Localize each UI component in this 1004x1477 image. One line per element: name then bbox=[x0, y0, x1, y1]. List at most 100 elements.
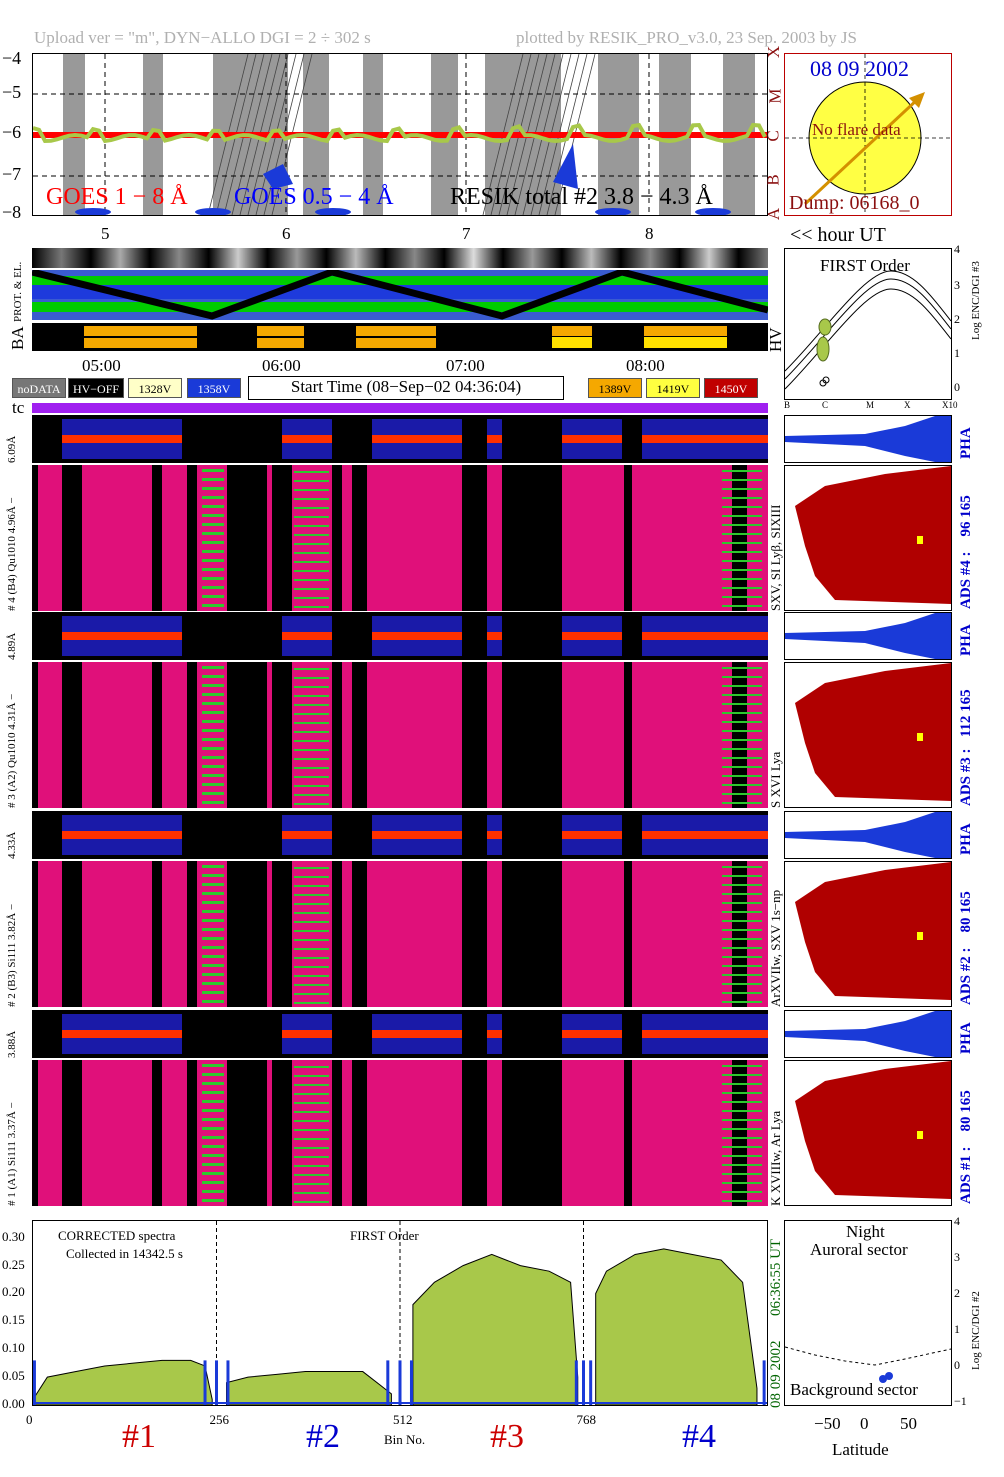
spectro-stripe bbox=[294, 597, 329, 599]
spectro-stripe bbox=[294, 776, 329, 778]
night-ylabel: Log ENC/DGI #2 bbox=[970, 1291, 982, 1370]
ads-profile bbox=[784, 465, 952, 611]
fo-xtick: M bbox=[866, 400, 875, 410]
spectro-stripe bbox=[722, 1074, 762, 1076]
time-tick: 07:00 bbox=[446, 356, 485, 375]
spectro-stripe bbox=[294, 912, 329, 914]
pha-line bbox=[62, 1030, 182, 1038]
ads-profile bbox=[784, 662, 952, 808]
goes-svg bbox=[33, 54, 767, 215]
spectro-stripe bbox=[722, 947, 762, 949]
prot-svg bbox=[32, 270, 768, 320]
goes-short-point bbox=[595, 208, 631, 215]
ads-profile-shape bbox=[795, 862, 951, 1000]
spectro-stripe bbox=[202, 910, 224, 913]
spectro-stripe bbox=[202, 1190, 224, 1193]
spectro-stripe bbox=[294, 579, 329, 581]
spectro-stripe bbox=[722, 1119, 762, 1121]
spectro-stripe bbox=[294, 516, 329, 518]
pha-line bbox=[487, 632, 502, 640]
goes-class-letter: B bbox=[763, 174, 783, 186]
sun-dump: Dump: 06168_0 bbox=[789, 192, 920, 214]
pha-profile bbox=[784, 415, 952, 463]
pha-word: PHA bbox=[958, 823, 974, 855]
spectro-stripe bbox=[294, 966, 329, 968]
sun-panel bbox=[784, 53, 952, 216]
fo-xtick: B bbox=[784, 400, 791, 410]
spectrum-first: FIRST Order bbox=[350, 1228, 419, 1243]
pha-line bbox=[487, 1030, 502, 1038]
spectro-stripe bbox=[294, 588, 329, 590]
spectro-stripe bbox=[722, 739, 762, 741]
spectro-stripe bbox=[722, 938, 762, 940]
spectro-stripe bbox=[294, 984, 329, 986]
goes-label-short: GOES 0.5 − 4 Å bbox=[234, 184, 394, 210]
goes-short-point bbox=[195, 208, 231, 215]
pha-line bbox=[62, 632, 182, 640]
spectro-stripe bbox=[294, 930, 329, 932]
ads-profile-shape bbox=[795, 466, 951, 604]
legend-start-time: Start Time (08−Sep−02 04:36:04) bbox=[248, 376, 564, 400]
pha-line bbox=[282, 831, 332, 839]
spectro-stripe bbox=[202, 1181, 224, 1184]
spectro-gap bbox=[352, 861, 367, 1007]
spectrum-ytick: 0.05 bbox=[2, 1368, 25, 1384]
spectro-stripe bbox=[294, 1120, 329, 1122]
spectro-stripe bbox=[722, 1155, 762, 1157]
sun-note: No flare data bbox=[812, 120, 901, 139]
spectro-stripe bbox=[202, 765, 224, 768]
spectro-stripe bbox=[202, 666, 224, 669]
spectro-gap bbox=[227, 465, 267, 611]
night-ytick: 0 bbox=[954, 1358, 960, 1372]
pha-profile-svg bbox=[785, 613, 951, 659]
pha-label: 4.89Å bbox=[6, 632, 18, 660]
pha-line bbox=[372, 1030, 462, 1038]
goes-ytick: −8 bbox=[2, 202, 22, 222]
spectro-stripe bbox=[202, 586, 224, 589]
strip-grey bbox=[32, 248, 768, 268]
spectro-stripe bbox=[722, 730, 762, 732]
ads-profile-svg bbox=[795, 663, 951, 801]
spectro-stripe bbox=[722, 533, 762, 535]
spectro-stripe bbox=[294, 480, 329, 482]
spectro-stripe bbox=[294, 1183, 329, 1185]
hour-label: << hour UT bbox=[790, 224, 886, 246]
spectro-stripe bbox=[294, 894, 329, 896]
legend-1389v: 1389V bbox=[588, 378, 642, 398]
spectro-stripe bbox=[722, 1065, 762, 1067]
spectro-stripe bbox=[202, 559, 224, 562]
spectrum-plot bbox=[32, 1220, 768, 1406]
spectro-stripe bbox=[294, 1201, 329, 1203]
time-tick: 05:00 bbox=[82, 356, 121, 375]
spectro-stripe bbox=[294, 1138, 329, 1140]
spectro-gap bbox=[502, 465, 562, 611]
spectrum-ytick: 0.20 bbox=[2, 1284, 25, 1300]
spectro-stripe bbox=[294, 606, 329, 608]
spectro-stripe bbox=[722, 560, 762, 562]
spectro-stripe bbox=[202, 982, 224, 985]
spectrum-date: 08 09 2002 bbox=[768, 1340, 784, 1409]
spectro-stripe bbox=[202, 729, 224, 732]
line-label: K XVIIIw, Ar Lya bbox=[768, 1110, 783, 1206]
spectro-stripe bbox=[722, 605, 762, 607]
goes-ytick: −5 bbox=[2, 82, 22, 102]
tc-label: tc bbox=[12, 398, 25, 417]
pha-line bbox=[372, 435, 462, 443]
spectro-stripe bbox=[202, 928, 224, 931]
first-order-svg bbox=[785, 270, 951, 390]
spectro-strip bbox=[32, 465, 768, 611]
tc-bar bbox=[32, 403, 768, 413]
spectrum-area-2 bbox=[226, 1371, 392, 1405]
goes-ytick: −6 bbox=[2, 122, 22, 142]
spectro-stripe bbox=[294, 785, 329, 787]
spectro-stripe bbox=[294, 561, 329, 563]
spectro-stripe bbox=[294, 1174, 329, 1176]
spectro-stripe bbox=[202, 469, 224, 472]
pha-line bbox=[282, 632, 332, 640]
spectro-stripe bbox=[202, 883, 224, 886]
spectro-gap bbox=[624, 662, 632, 808]
spectro-gap bbox=[152, 465, 162, 611]
spectro-gap bbox=[32, 1060, 38, 1206]
pha-word: PHA bbox=[958, 1022, 974, 1054]
spectrum-ytick: 0.00 bbox=[2, 1396, 25, 1411]
